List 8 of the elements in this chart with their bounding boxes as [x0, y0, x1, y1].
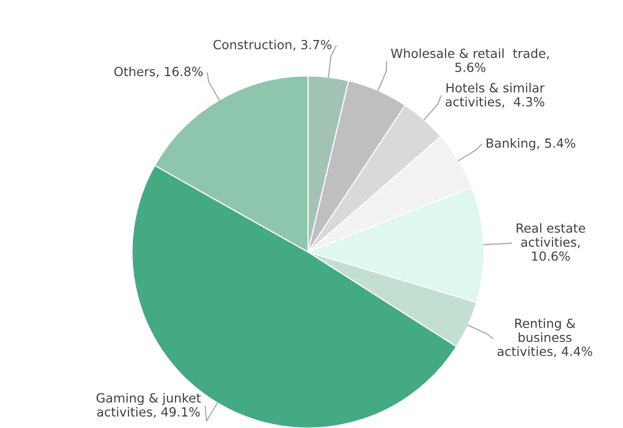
slice-label: Others, 16.8%: [114, 66, 203, 78]
slice-label: Hotels & similar activities, 4.3%: [446, 82, 545, 108]
slice-label: Real estate activities, 10.6%: [516, 223, 586, 261]
slice-label: Gaming & junket activities, 49.1%: [96, 392, 201, 418]
slice-label: Banking, 5.4%: [486, 138, 576, 150]
slice-label: Construction, 3.7%: [214, 40, 332, 51]
slice-label: Wholesale & retail trade, 5.6%: [390, 48, 549, 72]
slice-label: Renting & business activities, 4.4%: [498, 318, 592, 358]
